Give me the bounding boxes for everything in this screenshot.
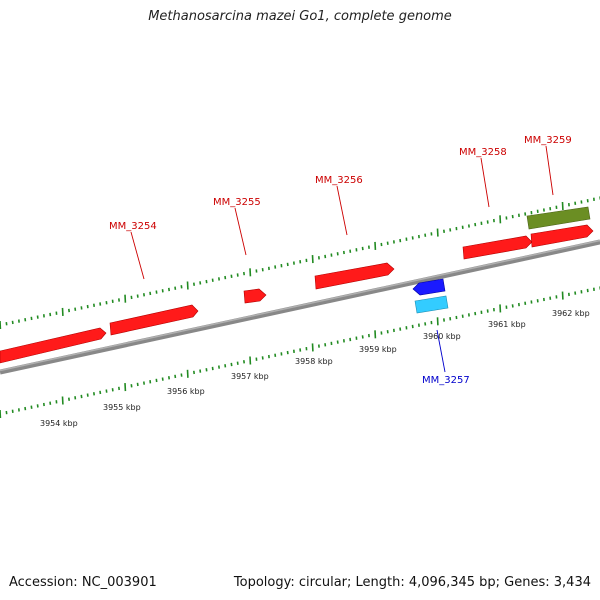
forward-genes: [0, 224, 594, 364]
gene-arrow-mm-3257[interactable]: [412, 278, 446, 296]
gene-arrow-mm-3258[interactable]: [462, 235, 533, 260]
scale-label-3954: 3954 kbp: [40, 419, 78, 428]
leader-mm-3255: [234, 207, 247, 256]
scale-label-3955: 3955 kbp: [103, 403, 141, 412]
outer-tick-track: [0, 196, 600, 330]
gene-label-mm-3254[interactable]: MM_3254: [109, 221, 157, 232]
gene-labels: MM_3254 MM_3255 MM_3256 MM_3258 MM_3259 …: [109, 135, 572, 386]
reverse-genes: [412, 278, 449, 314]
gene-feature-mm-3257-light[interactable]: [414, 295, 449, 314]
gene-label-mm-3255[interactable]: MM_3255: [213, 197, 261, 208]
genome-backbone: [0, 239, 600, 375]
scale-label-3958: 3958 kbp: [295, 357, 333, 366]
leader-mm-3258: [480, 157, 490, 208]
scale-label-3960: 3960 kbp: [423, 332, 461, 341]
leader-mm-3254: [130, 231, 145, 280]
gene-label-mm-3256[interactable]: MM_3256: [315, 175, 363, 186]
gene-arrow-mm-3259[interactable]: [530, 224, 594, 248]
scale-label-3961: 3961 kbp: [488, 320, 526, 329]
gene-label-mm-3259[interactable]: MM_3259: [524, 135, 572, 146]
genome-summary-text: Topology: circular; Length: 4,096,345 bp…: [233, 575, 591, 590]
scale-label-3957: 3957 kbp: [231, 372, 269, 381]
scale-label-3956: 3956 kbp: [167, 387, 205, 396]
feature-block-olive[interactable]: [526, 206, 591, 230]
scale-label-3962: 3962 kbp: [552, 309, 590, 318]
gene-label-mm-3257[interactable]: MM_3257: [422, 375, 470, 386]
genome-backbone-highlight: [0, 239, 600, 372]
leader-mm-3257: [436, 329, 446, 373]
gene-arrow-mm-3254[interactable]: [109, 304, 199, 336]
leader-mm-3259: [545, 145, 554, 196]
gene-arrow-mm-3255[interactable]: [243, 288, 267, 304]
scale-labels: 3954 kbp 3955 kbp 3956 kbp 3957 kbp 3958…: [40, 309, 590, 428]
inner-tick-track: [0, 286, 600, 419]
gene-arrow-unlabeled[interactable]: [0, 327, 107, 364]
gene-label-mm-3258[interactable]: MM_3258: [459, 147, 507, 158]
accession-text: Accession: NC_003901: [9, 575, 157, 590]
scale-label-3959: 3959 kbp: [359, 345, 397, 354]
leader-mm-3256: [336, 185, 348, 236]
gene-arrow-mm-3256[interactable]: [314, 262, 395, 290]
map-title: Methanosarcina mazei Go1, complete genom…: [148, 9, 452, 24]
